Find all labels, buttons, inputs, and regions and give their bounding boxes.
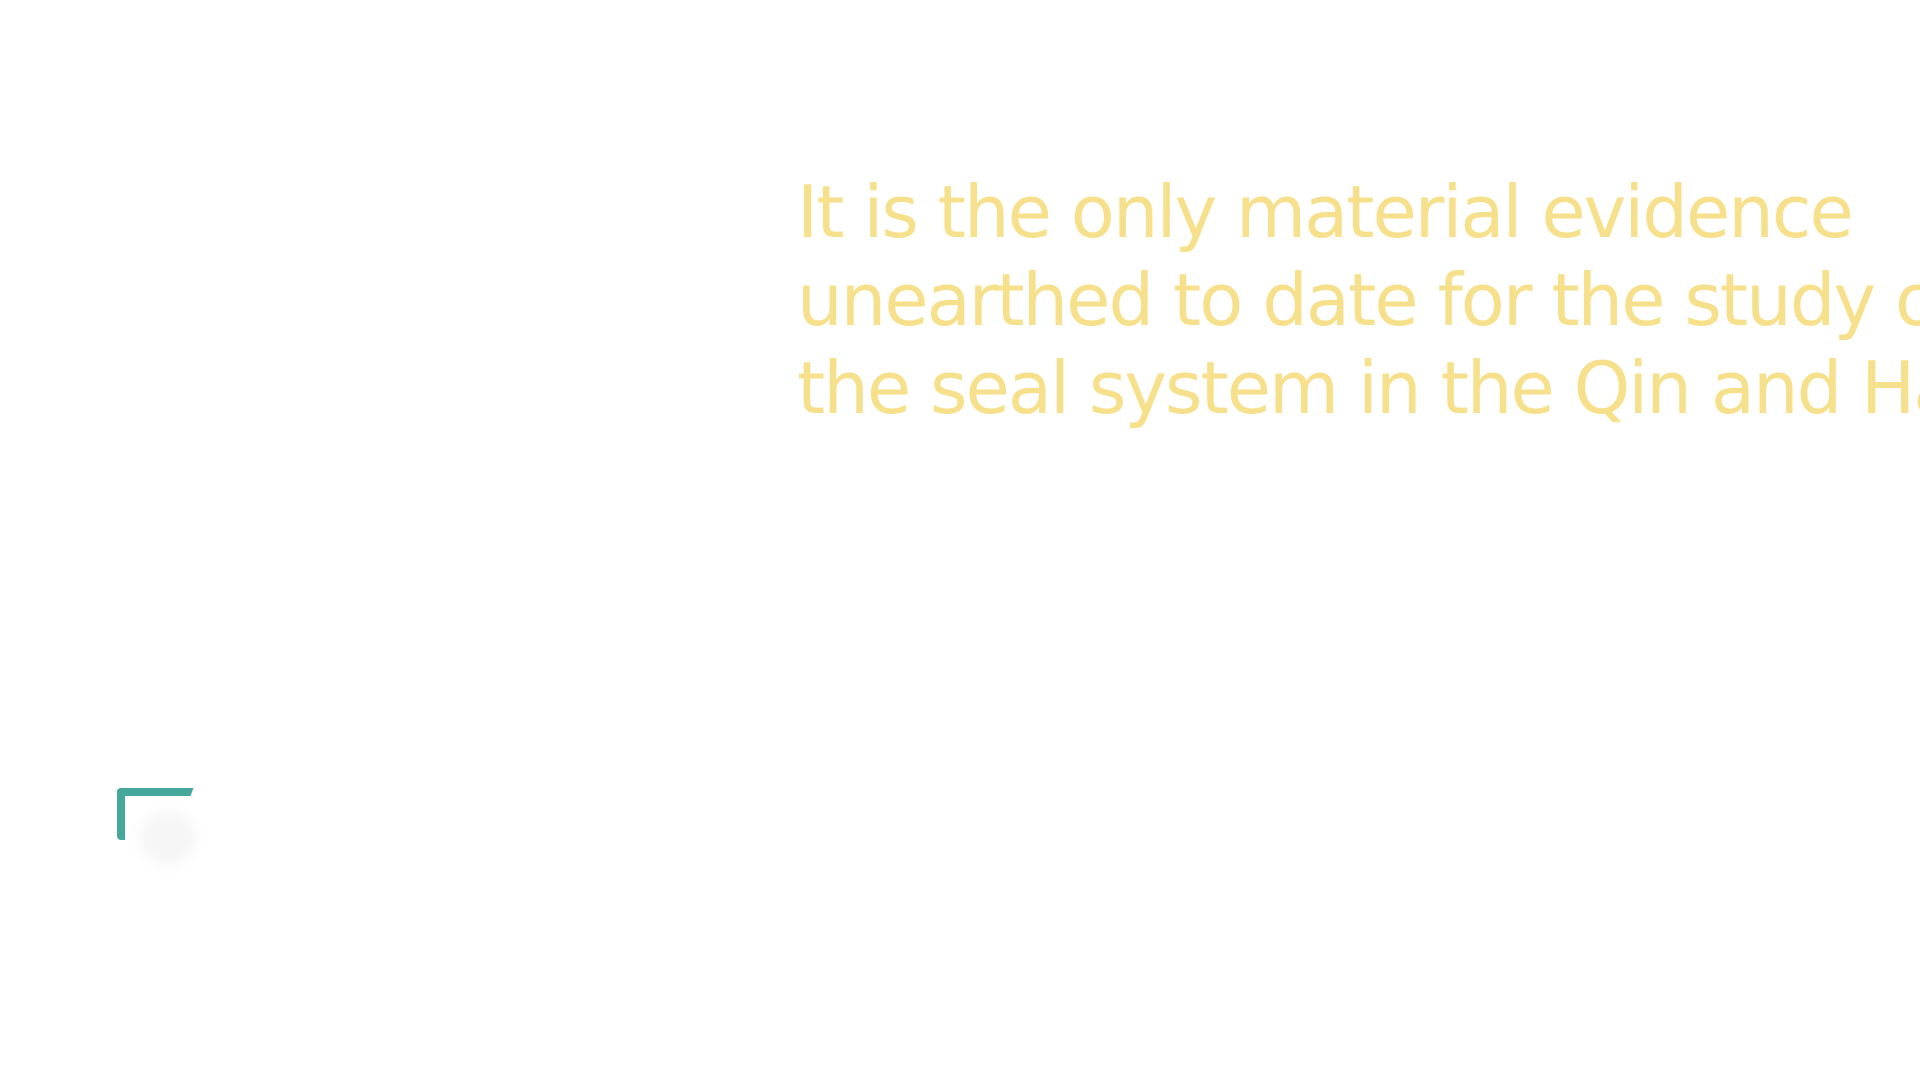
headline-text: It is the only material evidence unearth…	[797, 168, 1920, 432]
decorative-blur-dot	[140, 810, 196, 866]
corner-bracket-tip	[189, 786, 207, 798]
headline-line-1: It is the only material evidence	[797, 170, 1854, 254]
corner-bracket-icon	[117, 788, 201, 840]
headline-line-3: the seal system in the Qin and Han	[797, 346, 1920, 430]
headline-line-2: unearthed to date for the study of	[797, 258, 1920, 342]
